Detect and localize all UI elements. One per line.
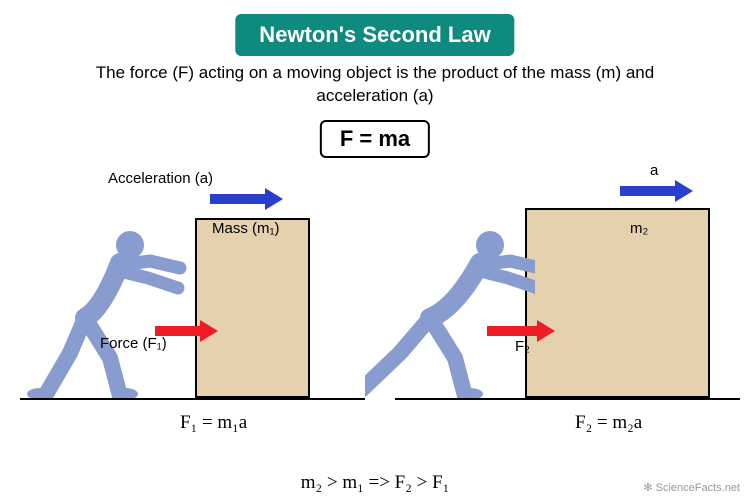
person-figure (365, 198, 535, 398)
mass-box-large (525, 208, 710, 398)
acceleration-label: Acceleration (a) (108, 170, 213, 187)
comparison-equation: m₂ > m₁ => F₂ > F₁ (301, 472, 450, 494)
subtitle-text: The force (F) acting on a moving object … (55, 62, 695, 108)
mass-label: Mass (m₁) (212, 220, 280, 237)
equation-right: F₂ = m₂a (575, 412, 642, 434)
mass-box-small (195, 218, 310, 398)
acceleration-arrow (620, 180, 693, 202)
acceleration-label: a (650, 162, 658, 179)
watermark: ✻ ScienceFacts.net (643, 481, 740, 494)
scene-small-box: Acceleration (a) Mass (m₁) Force (F₁) F₁… (0, 160, 375, 440)
ground-line (20, 398, 365, 400)
ground-line (395, 398, 740, 400)
mass-label: m₂ (630, 220, 648, 237)
equation-left: F₁ = m₁a (180, 412, 247, 434)
force-label: Force (F₁) (100, 335, 167, 352)
title-banner: Newton's Second Law (235, 14, 514, 56)
force-label: F₂ (515, 338, 530, 355)
scene-large-box: a m₂ F₂ F₂ = m₂a (375, 160, 750, 440)
acceleration-arrow (210, 188, 283, 210)
main-formula: F = ma (320, 120, 430, 158)
person-figure (20, 198, 200, 398)
